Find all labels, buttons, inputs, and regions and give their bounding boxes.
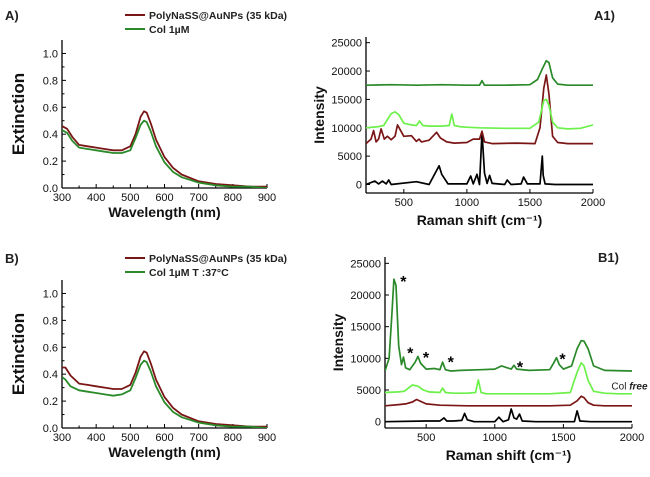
x-axis-label: Wavelength (nm) xyxy=(108,444,220,460)
peak-asterisk: * xyxy=(559,351,566,368)
chart-panel-b1: B1)500 1000 1500 20000500010000150002000025… xyxy=(330,250,648,463)
x-tick-label: 1000 xyxy=(483,432,507,444)
y-tick-label: 0 xyxy=(356,179,362,191)
series-group xyxy=(385,278,632,423)
peak-asterisk: * xyxy=(448,355,455,372)
x-axis-label: Raman shift (cm⁻¹) xyxy=(417,212,543,228)
x-tick-label: 900 xyxy=(258,192,276,204)
y-tick-label: 1.0 xyxy=(43,48,58,60)
y-tick-label: 1.0 xyxy=(43,288,58,300)
peak-asterisk: * xyxy=(400,274,407,291)
x-tick-label: 500 xyxy=(395,197,413,209)
x-tick-label: 800 xyxy=(224,192,242,204)
chart-panel-a1: A1)500 1000 1500 20000500010000150002000025… xyxy=(311,8,615,228)
chart-panel-b: B) 300 400 500 600 700 800 900 0.0 0.2 0.4 0.6 0.8 1.… xyxy=(5,251,287,460)
x-tick-label: 1500 xyxy=(551,432,575,444)
y-tick-label: 15000 xyxy=(331,94,362,106)
chart-panel-a: A) 300 400 500 600 700 800 900 0.0 0.2 0.4 0.6 0.8 1.… xyxy=(5,8,287,220)
y-tick-label: 0.6 xyxy=(43,342,58,354)
y-tick-label: 0.4 xyxy=(43,129,58,141)
x-tick-label: 600 xyxy=(155,192,173,204)
series-line-4 xyxy=(366,59,593,87)
x-tick-label: 1500 xyxy=(518,197,542,209)
y-tick-label: 5000 xyxy=(338,151,362,163)
y-tick-label: 5000 xyxy=(357,385,381,397)
panel-label: B) xyxy=(5,251,19,266)
legend-entry: Col 1µM xyxy=(149,24,190,36)
y-axis-label: Intensity xyxy=(311,86,327,144)
legend-entry: PolyNaSS@AuNPs (35 kDa) xyxy=(149,253,287,265)
y-axis-label: Intensity xyxy=(330,314,346,372)
y-tick-label: 20000 xyxy=(331,66,362,78)
x-axis-label: Wavelength (nm) xyxy=(108,204,220,220)
y-tick-label: 0.8 xyxy=(43,75,58,87)
x-tick-label: 400 xyxy=(87,432,105,444)
y-tick-label: 25000 xyxy=(331,38,362,50)
y-tick-label: 25000 xyxy=(350,258,381,270)
series-line-2 xyxy=(62,119,267,188)
series-line-1 xyxy=(366,131,593,186)
peak-asterisk: * xyxy=(423,350,430,367)
y-tick-label: 0.6 xyxy=(43,102,58,114)
y-tick-label: 15000 xyxy=(350,322,381,334)
col-free-label: Col free xyxy=(611,382,648,393)
legend-entry: PolyNaSS@AuNPs (35 kDa) xyxy=(149,10,287,22)
x-tick-label: 300 xyxy=(53,192,71,204)
x-tick-label: 500 xyxy=(121,192,139,204)
x-tick-label: 700 xyxy=(189,192,207,204)
y-tick-label: 0.4 xyxy=(43,369,58,381)
series-line-3 xyxy=(366,98,593,130)
x-tick-label: 600 xyxy=(155,432,173,444)
x-tick-label: 900 xyxy=(258,432,276,444)
peak-asterisk: * xyxy=(407,346,414,363)
series-group xyxy=(366,59,593,186)
series-line-1 xyxy=(385,408,632,423)
y-axis-label: Extinction xyxy=(9,73,28,155)
x-tick-label: 2000 xyxy=(620,432,644,444)
x-tick-label: 700 xyxy=(189,432,207,444)
panel-label: A) xyxy=(5,8,19,23)
series-line-3 xyxy=(385,361,632,395)
panel-label: A1) xyxy=(594,8,615,23)
x-tick-label: 400 xyxy=(87,192,105,204)
series-line-2 xyxy=(385,395,632,407)
y-tick-label: 0.2 xyxy=(43,156,58,168)
series-line-2 xyxy=(62,359,267,428)
x-tick-label: 500 xyxy=(417,432,435,444)
y-tick-label: 10000 xyxy=(331,123,362,135)
x-tick-label: 800 xyxy=(224,432,242,444)
series-group xyxy=(62,110,267,188)
series-line-1 xyxy=(62,110,267,188)
y-axis-label: Extinction xyxy=(9,313,28,395)
y-tick-label: 0 xyxy=(375,417,381,429)
series-line-2 xyxy=(366,74,593,145)
x-tick-label: 300 xyxy=(53,432,71,444)
series-line-1 xyxy=(62,350,267,428)
y-tick-label: 10000 xyxy=(350,353,381,365)
y-tick-label: 0.0 xyxy=(43,423,58,435)
y-tick-label: 0.8 xyxy=(43,315,58,327)
series-group xyxy=(62,350,267,428)
x-tick-label: 500 xyxy=(121,432,139,444)
y-tick-label: 20000 xyxy=(350,290,381,302)
series-line-4 xyxy=(385,278,632,372)
y-tick-label: 0.0 xyxy=(43,183,58,195)
x-tick-label: 1000 xyxy=(455,197,479,209)
y-tick-label: 0.2 xyxy=(43,396,58,408)
peak-asterisk: * xyxy=(517,360,524,377)
x-axis-label: Raman shift (cm⁻¹) xyxy=(446,447,572,463)
panel-label: B1) xyxy=(598,250,619,265)
legend-entry: Col 1µM T :37°C xyxy=(149,267,229,279)
x-tick-label: 2000 xyxy=(581,197,605,209)
